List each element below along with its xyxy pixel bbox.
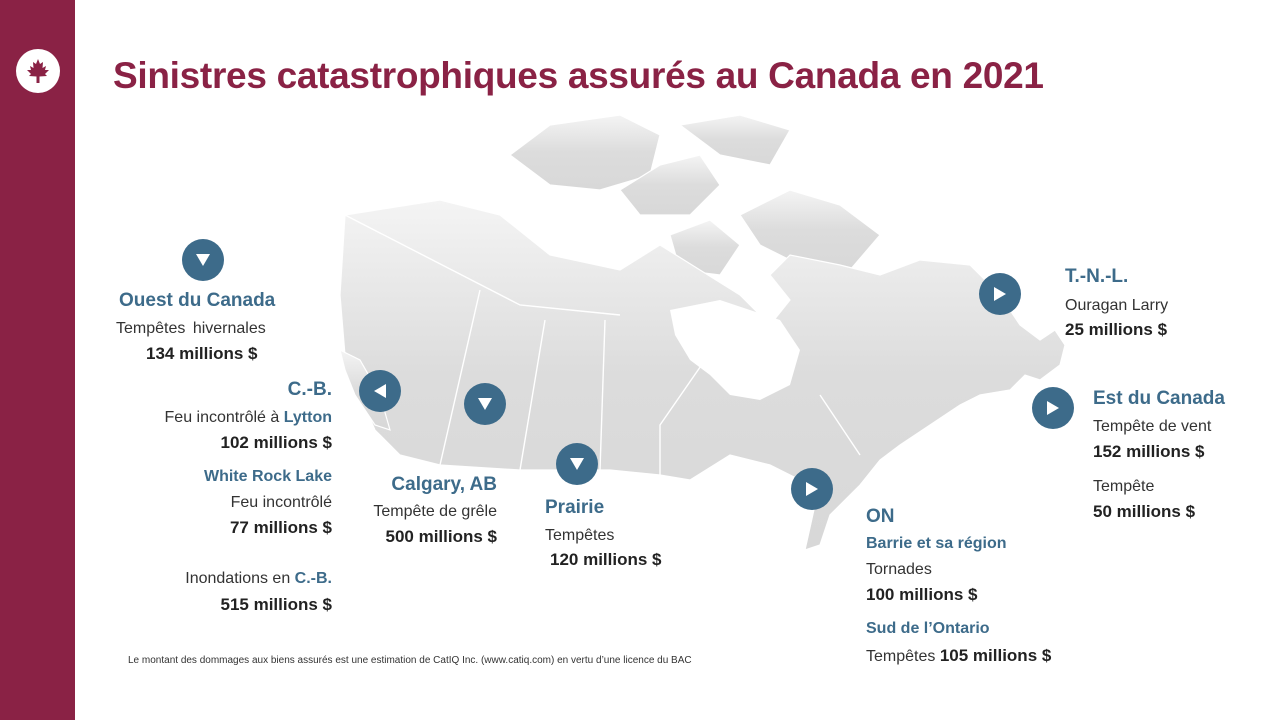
lytton-desc: Feu incontrôlé à Lytton: [165, 409, 332, 427]
nl-region-label: T.-N.-L.: [1065, 266, 1129, 287]
west-desc: Tempêtes hivernales: [116, 320, 266, 337]
ontario-region-label: ON: [866, 506, 895, 527]
west-amount: 134 millions $: [146, 344, 258, 363]
east-amount-1: 152 millions $: [1093, 442, 1205, 461]
triangle-down-icon: [478, 398, 492, 410]
east-canada-marker[interactable]: [1032, 387, 1074, 429]
triangle-left-icon: [374, 384, 386, 398]
bc-floods-desc: Inondations en C.-B.: [185, 570, 332, 588]
prairie-region-label: Prairie: [545, 497, 605, 518]
white-rock-title: White Rock Lake: [203, 468, 332, 485]
nl-desc: Ouragan Larry: [1065, 297, 1169, 314]
south-ontario-title: Sud de l’Ontario: [866, 620, 990, 637]
east-amount-2: 50 millions $: [1093, 502, 1196, 521]
bc-floods-place: C.-B.: [294, 570, 332, 587]
ontario-marker[interactable]: [791, 468, 833, 510]
logo: [16, 49, 60, 93]
bc-floods-amount: 515 millions $: [220, 595, 333, 614]
calgary-marker[interactable]: [464, 383, 506, 425]
footnote: Le montant des dommages aux biens assuré…: [128, 655, 692, 666]
nl-amount: 25 millions $: [1065, 320, 1168, 339]
calgary-amount: 500 millions $: [385, 527, 498, 546]
bc-floods-desc-prefix: Inondations en: [185, 570, 295, 587]
barrie-title: Barrie et sa région: [866, 535, 1007, 552]
barrie-amount: 100 millions $: [866, 585, 978, 604]
maple-leaf-icon: [27, 59, 49, 83]
bc-region-label: C.-B.: [287, 379, 332, 400]
page-title: Sinistres catastrophiques assurés au Can…: [113, 55, 1044, 96]
east-desc-1: Tempête de vent: [1093, 418, 1212, 435]
white-rock-desc: Feu incontrôlé: [230, 494, 332, 511]
lytton-place: Lytton: [283, 409, 332, 426]
south-ontario-row: Tempêtes 105 millions $: [866, 646, 1051, 666]
east-region-label: Est du Canada: [1093, 388, 1225, 409]
lytton-amount: 102 millions $: [220, 433, 333, 452]
triangle-down-icon: [570, 458, 584, 470]
prairie-amount: 120 millions $: [550, 550, 662, 569]
triangle-right-icon: [1047, 401, 1059, 415]
lytton-desc-prefix: Feu incontrôlé à: [164, 409, 284, 426]
white-rock-amount: 77 millions $: [229, 518, 332, 537]
prairie-marker[interactable]: [556, 443, 598, 485]
south-ontario-desc: Tempêtes: [866, 648, 936, 665]
east-desc-2: Tempête: [1093, 478, 1155, 495]
prairie-desc: Tempêtes: [545, 527, 615, 544]
sidebar-band: [0, 0, 75, 720]
west-canada-marker[interactable]: [182, 239, 224, 281]
triangle-down-icon: [196, 254, 210, 266]
south-ontario-amount: 105 millions $: [939, 646, 1052, 665]
west-region-label: Ouest du Canada: [119, 290, 276, 311]
canada-map: [339, 114, 1066, 551]
triangle-right-icon: [994, 287, 1006, 301]
barrie-desc: Tornades: [866, 561, 932, 578]
bc-marker[interactable]: [359, 370, 401, 412]
nl-marker[interactable]: [979, 273, 1021, 315]
calgary-region-label: Calgary, AB: [391, 474, 497, 495]
triangle-right-icon: [806, 482, 818, 496]
calgary-desc: Tempête de grêle: [373, 503, 497, 520]
